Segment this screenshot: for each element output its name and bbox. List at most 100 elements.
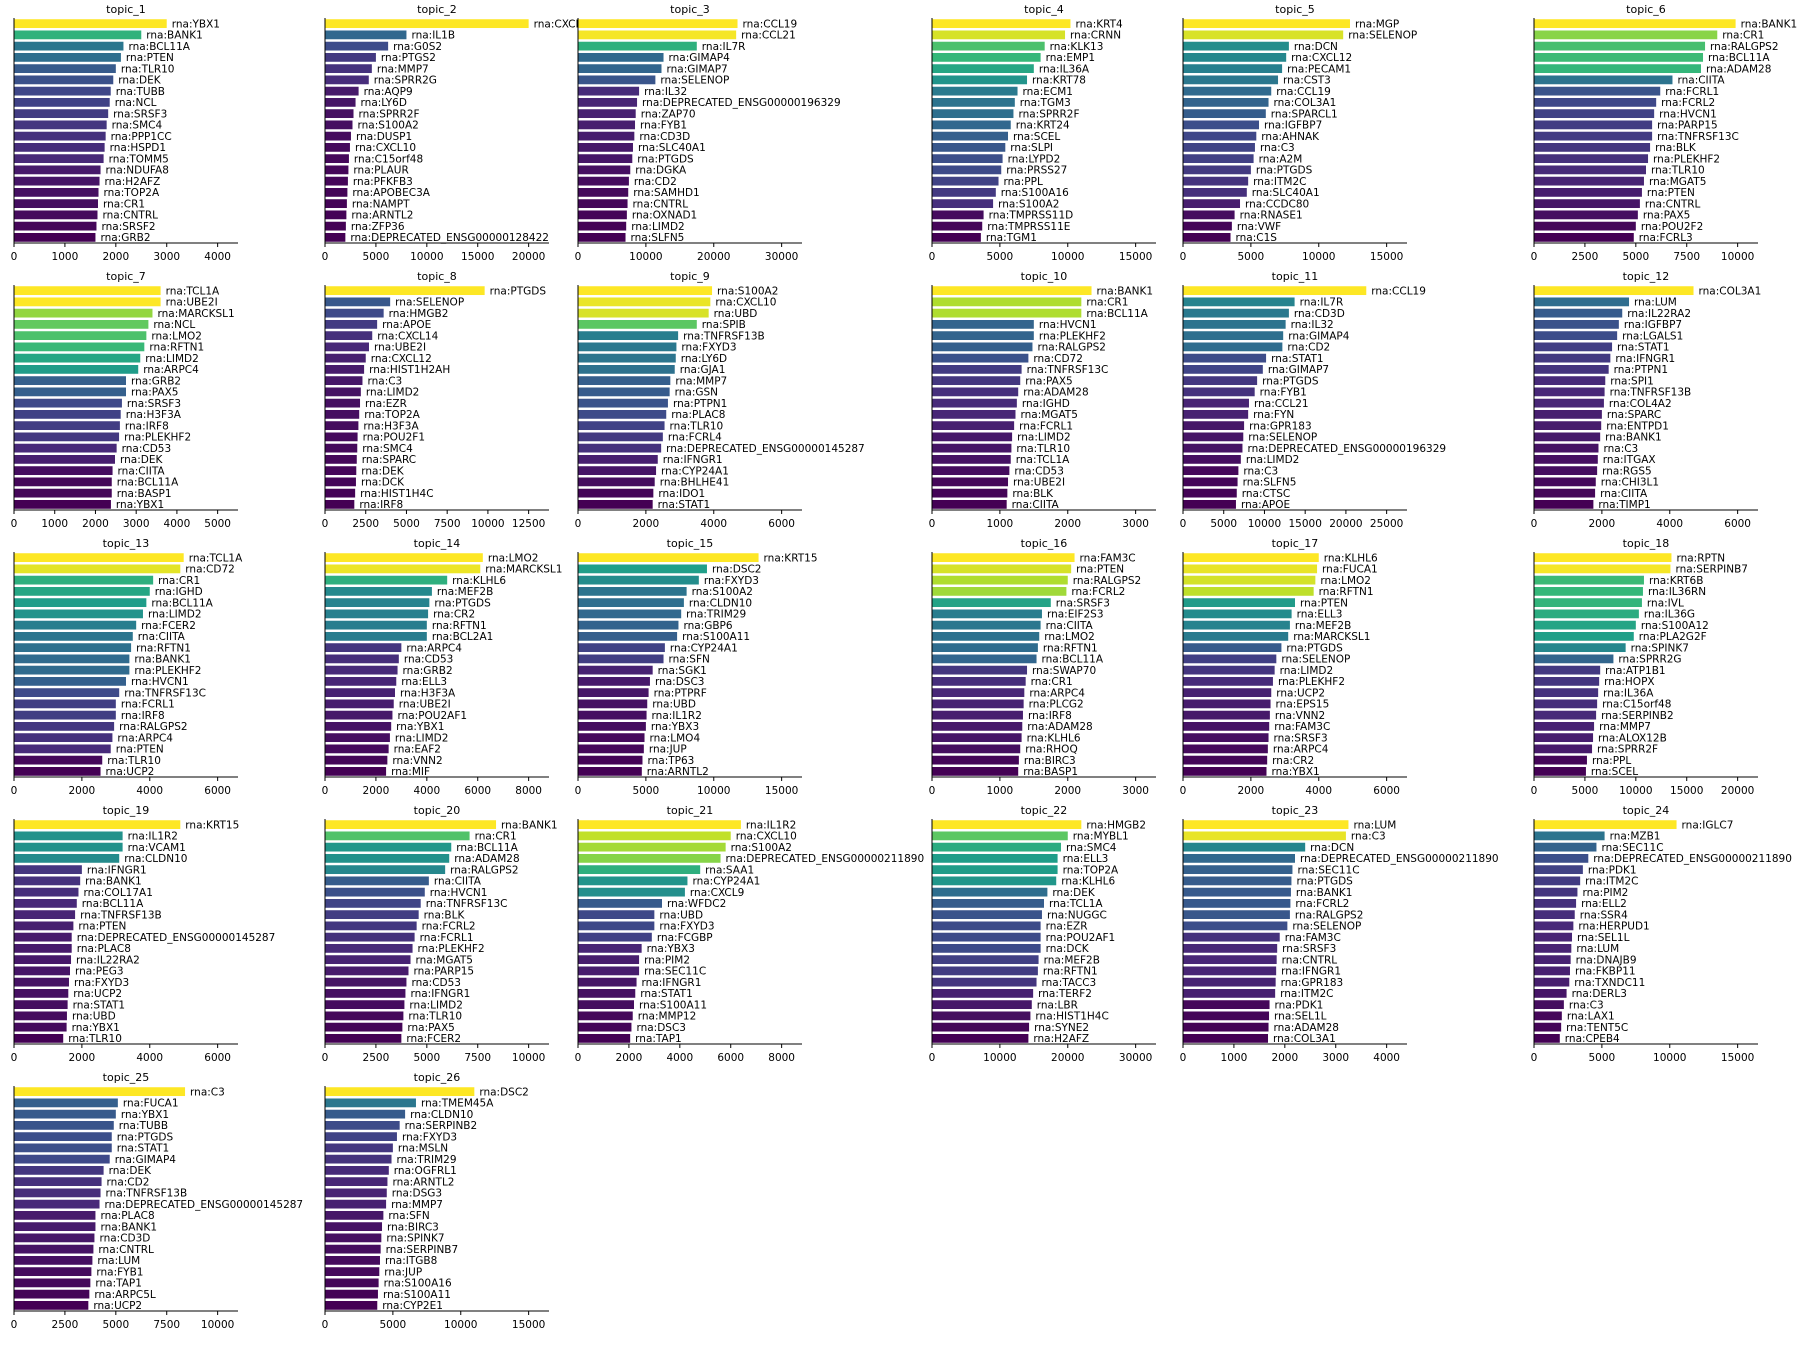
bar-label: rna:SELENOP bbox=[1348, 30, 1417, 42]
bar-label: rna:NAMPT bbox=[352, 198, 410, 210]
bar bbox=[325, 1255, 380, 1265]
bar bbox=[1534, 319, 1619, 329]
bar-label: rna:MMP7 bbox=[1599, 721, 1651, 733]
bar bbox=[578, 665, 653, 675]
bar-label: rna:DSC2 bbox=[479, 1086, 529, 1098]
bar bbox=[325, 165, 349, 175]
bar bbox=[578, 733, 645, 743]
x-tick-label: 20000 bbox=[697, 251, 730, 263]
bar bbox=[14, 52, 121, 62]
bar-label: rna:CD3D bbox=[99, 1233, 150, 1245]
x-tick-label: 2000 bbox=[82, 518, 109, 530]
bar bbox=[932, 466, 1010, 476]
bar-label: rna:CXCL10 bbox=[355, 142, 416, 154]
bar-label: rna:IL1B bbox=[411, 30, 455, 42]
x-tick-label: 7500 bbox=[434, 518, 461, 530]
bar bbox=[14, 988, 69, 998]
bar-label: rna:HIST1H2AH bbox=[369, 364, 450, 376]
x-tick-label: 2000 bbox=[1054, 785, 1081, 797]
bar bbox=[578, 766, 642, 776]
bar bbox=[1534, 421, 1602, 431]
bar-label: rna:KLHL6 bbox=[1061, 876, 1115, 888]
bar bbox=[1534, 586, 1643, 596]
bar-label: rna:CCL21 bbox=[1254, 398, 1309, 410]
bar-label: rna:PARP15 bbox=[413, 966, 474, 978]
x-tick-label: 2000 bbox=[1238, 785, 1265, 797]
x-tick-label: 8000 bbox=[768, 1052, 795, 1064]
bar-label: rna:LY6D bbox=[361, 97, 407, 109]
bar-label: rna:CXCL12 bbox=[1291, 52, 1352, 64]
bar-label: rna:TNFRSF13C bbox=[124, 687, 206, 699]
bar-label: rna:MIF bbox=[391, 766, 430, 778]
bar bbox=[14, 210, 98, 220]
bar-label: rna:FCRL1 bbox=[1665, 86, 1719, 98]
bar bbox=[14, 1233, 95, 1243]
bar-label: rna:KRT24 bbox=[1016, 120, 1070, 132]
bar-label: rna:YBX1 bbox=[172, 18, 220, 30]
bar bbox=[932, 308, 1082, 318]
bar-label: rna:CR1 bbox=[103, 198, 145, 210]
bar-label: rna:LMO2 bbox=[1044, 631, 1095, 643]
bar-label: rna:CD72 bbox=[1033, 353, 1083, 365]
bar-label: rna:IL7R bbox=[1300, 297, 1344, 309]
bar-label: rna:BCL11A bbox=[1086, 308, 1148, 320]
bar bbox=[932, 654, 1037, 664]
x-tick-label: 0 bbox=[1531, 251, 1538, 263]
bar-label: rna:IFNGR1 bbox=[1615, 353, 1675, 365]
bar bbox=[325, 1143, 393, 1153]
bar bbox=[1183, 988, 1276, 998]
bar-label: rna:SPIB bbox=[702, 319, 746, 331]
bar-label: rna:TIMP1 bbox=[1598, 499, 1650, 511]
x-tick-label: 0 bbox=[929, 518, 936, 530]
bar bbox=[932, 86, 1018, 96]
bar bbox=[1534, 131, 1653, 141]
bar bbox=[325, 744, 389, 754]
bar-label: rna:DSC3 bbox=[636, 1022, 686, 1034]
bar bbox=[1183, 831, 1346, 841]
bar bbox=[1183, 955, 1277, 965]
panel-title: topic_2 bbox=[417, 3, 457, 16]
bar bbox=[1534, 688, 1599, 698]
bar-label: rna:MEF2B bbox=[1295, 620, 1351, 632]
bar bbox=[14, 676, 126, 686]
bar bbox=[932, 19, 1071, 29]
bar-label: rna:POU2F2 bbox=[1641, 221, 1703, 233]
bar-label: rna:SPRR2G bbox=[1618, 654, 1681, 666]
bar-label: rna:ARPC4 bbox=[117, 732, 173, 744]
bar bbox=[932, 766, 1019, 776]
bar bbox=[325, 553, 483, 563]
bar bbox=[578, 553, 759, 563]
bar bbox=[325, 977, 407, 987]
x-tick-label: 1000 bbox=[987, 785, 1014, 797]
x-tick-label: 2000 bbox=[633, 518, 660, 530]
panel-title: topic_13 bbox=[103, 537, 150, 550]
bar-label: rna:LIMD2 bbox=[1017, 432, 1071, 444]
bar bbox=[325, 154, 349, 164]
bar-label: rna:UBE2I bbox=[399, 699, 451, 711]
bar-label: rna:HVCN1 bbox=[430, 887, 488, 899]
bar bbox=[325, 575, 448, 585]
bar bbox=[578, 586, 687, 596]
bar-label: rna:PRSS27 bbox=[1006, 165, 1067, 177]
topic-panel: topic_24rna:IGLC7rna:MZB1rna:SEC11Crna:D… bbox=[1531, 804, 1792, 1064]
bar bbox=[1534, 966, 1570, 976]
bar-label: rna:CR2 bbox=[1272, 755, 1314, 767]
bar bbox=[325, 932, 415, 942]
bar bbox=[325, 297, 391, 307]
bar-label: rna:CR1 bbox=[475, 831, 517, 843]
x-tick-label: 5000 bbox=[1622, 251, 1649, 263]
bar bbox=[1183, 932, 1280, 942]
bar bbox=[325, 421, 359, 431]
x-tick-label: 5000 bbox=[380, 1319, 407, 1331]
bar bbox=[932, 353, 1029, 363]
bar bbox=[325, 19, 529, 29]
bar bbox=[578, 376, 671, 386]
bar bbox=[14, 1244, 94, 1254]
bar-label: rna:LGALS1 bbox=[1622, 330, 1683, 342]
bar-label: rna:UCP2 bbox=[93, 1300, 142, 1312]
bar bbox=[14, 631, 133, 641]
bar bbox=[1183, 319, 1286, 329]
bar bbox=[578, 921, 655, 931]
bar-label: rna:GPR183 bbox=[1249, 420, 1312, 432]
bar bbox=[325, 842, 452, 852]
